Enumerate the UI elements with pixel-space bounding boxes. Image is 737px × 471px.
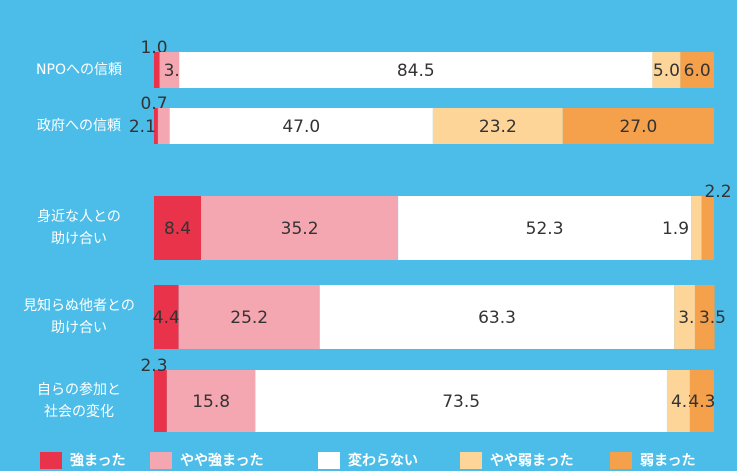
value-label: 6.0 [684, 61, 711, 81]
category-label: 見知らぬ他者との 助け合い [23, 298, 135, 336]
legend-swatch [318, 452, 340, 469]
bar-segment [154, 108, 158, 144]
bar-segment [674, 285, 695, 349]
value-label: 5.0 [653, 61, 680, 81]
value-label: 2.3 [140, 356, 167, 376]
bar-segment [701, 196, 714, 260]
bar-segment [157, 108, 170, 144]
bar-segment [169, 108, 433, 144]
legend-swatch [150, 452, 172, 469]
value-label: 3.5 [699, 308, 726, 328]
value-label: 63.3 [478, 308, 516, 328]
bar-segment [689, 370, 714, 432]
value-label: 47.0 [282, 117, 320, 137]
value-label: 4.3 [688, 392, 715, 412]
legend-swatch [40, 452, 62, 469]
value-label: 52.3 [526, 219, 564, 239]
category-label: 政府への信頼 [37, 118, 121, 134]
category-label: 身近な人との 助け合い [37, 209, 121, 247]
bar-segment [166, 370, 256, 432]
bar-segment [179, 52, 653, 88]
bar-segment [159, 52, 180, 88]
legend-label: 弱まった [640, 453, 695, 469]
legend-swatch [460, 452, 482, 469]
category-label: NPOへの信頼 [36, 62, 122, 78]
legend-label: やや弱まった [490, 453, 573, 469]
legend-label: 変わらない [348, 452, 418, 469]
bar-segment [432, 108, 563, 144]
value-label: 27.0 [619, 117, 657, 137]
value-label: 23.2 [479, 117, 517, 137]
value-label: 84.5 [397, 61, 435, 81]
bar-segment [691, 196, 702, 260]
value-label: 1.9 [662, 219, 689, 239]
legend-label: やや強まった [180, 452, 263, 469]
legend-swatch [610, 452, 632, 469]
legend-label: 強まった [70, 452, 125, 469]
bar-segment [255, 370, 667, 432]
bar-segment [154, 52, 160, 88]
bar-segment [652, 52, 681, 88]
bar-segment [201, 196, 399, 260]
bar-segment [178, 285, 320, 349]
bar-segment [666, 370, 690, 432]
bar-segment [694, 285, 715, 349]
value-label: 35.2 [281, 219, 319, 239]
bar-segment [398, 196, 692, 260]
bar-segment [319, 285, 675, 349]
value-label: 8.4 [164, 219, 191, 239]
bar-segment [154, 370, 167, 432]
value-label: 4.4 [153, 308, 180, 328]
value-label: 15.8 [192, 392, 230, 412]
bar-segment [154, 196, 202, 260]
value-label: 2.1 [129, 117, 156, 137]
value-label: 73.5 [442, 392, 480, 412]
value-label: 25.2 [230, 308, 268, 328]
bar-segment [154, 285, 179, 349]
bar-segment [680, 52, 714, 88]
bar-segment [562, 108, 714, 144]
value-label: 2.2 [704, 182, 731, 202]
category-label: 自らの参加と 社会の変化 [37, 382, 121, 420]
